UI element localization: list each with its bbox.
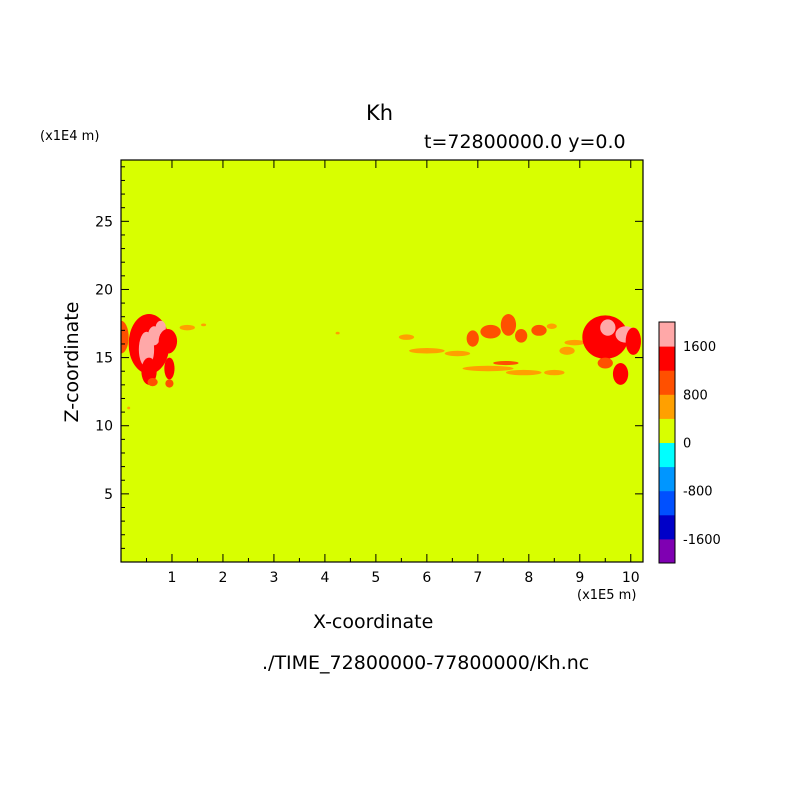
colorbar-swatch [659, 442, 675, 468]
colorbar-tick-label: -800 [683, 485, 713, 500]
anomaly-region [500, 313, 517, 336]
anomaly-region [480, 324, 501, 339]
anomaly-region [335, 331, 340, 335]
source-file-label: ./TIME_72800000-77800000/Kh.nc [262, 652, 590, 674]
anomaly-region [493, 361, 519, 366]
x-unit-label: (x1E5 m) [577, 588, 637, 603]
y-tick-label: 10 [95, 419, 113, 435]
anomaly-region [158, 328, 178, 354]
x-ticks: 1 2 3 4 5 6 7 8 9 10 [145, 160, 640, 586]
anomaly-region [515, 328, 528, 343]
x-tick-label: 9 [575, 570, 584, 586]
anomaly-region [466, 330, 479, 347]
anomaly-region [201, 323, 207, 327]
colorbar-swatch [659, 490, 675, 516]
y-tick-label: 20 [95, 282, 113, 298]
chart-subtitle: t=72800000.0 y=0.0 [424, 131, 626, 153]
anomaly-region [444, 350, 471, 357]
y-ticks: 5 10 15 20 25 [95, 166, 643, 549]
plot-background [121, 160, 643, 562]
anomaly-region [544, 369, 565, 376]
x-tick-label: 2 [218, 570, 227, 586]
y-axis-label: Z-coordinate [61, 301, 83, 423]
anomaly-region [127, 406, 131, 410]
colorbar-swatch [659, 418, 675, 443]
anomaly-region [564, 339, 585, 346]
anomaly-region [600, 319, 616, 336]
anomaly-region [164, 357, 175, 380]
colorbar-tick-label: 0 [683, 437, 691, 452]
colorbar-swatch [659, 322, 675, 347]
x-tick-label: 3 [269, 570, 278, 586]
anomaly-region [505, 369, 542, 376]
colorbar: -1600 -800 0 800 1600 [658, 321, 721, 564]
y-tick-label: 25 [95, 214, 113, 230]
anomaly-region [462, 365, 514, 372]
anomaly-layer [121, 313, 641, 410]
x-tick-label: 10 [622, 570, 640, 586]
colorbar-swatch [659, 538, 675, 564]
anomaly-region [409, 348, 445, 354]
anomaly-region [141, 357, 157, 385]
anomaly-region [121, 320, 129, 354]
x-tick-label: 6 [422, 570, 431, 586]
x-axis-label: X-coordinate [313, 611, 434, 633]
anomaly-region [597, 357, 613, 369]
anomaly-region [165, 379, 174, 388]
colorbar-frame [658, 321, 676, 564]
colorbar-tick-label: 800 [683, 388, 708, 403]
colorbar-swatch [659, 466, 675, 492]
anomaly-region [546, 323, 557, 329]
anomaly-region [559, 346, 575, 355]
anomaly-region [612, 363, 629, 385]
colorbar-swatch [659, 394, 675, 419]
y-tick-label: 5 [104, 487, 113, 503]
x-tick-label: 7 [473, 570, 482, 586]
x-tick-label: 8 [524, 570, 533, 586]
plot-frame [120, 159, 644, 563]
colorbar-tick-label: 1600 [683, 340, 716, 355]
anomaly-region [179, 324, 195, 331]
y-unit-label: (x1E4 m) [40, 129, 100, 144]
colorbar-swatch [659, 346, 675, 371]
colorbar-swatch [659, 514, 675, 540]
anomaly-region [147, 378, 158, 387]
x-tick-label: 5 [371, 570, 380, 586]
anomaly-region [398, 334, 415, 340]
chart-title: Kh [366, 101, 394, 125]
anomaly-region [625, 327, 641, 355]
y-tick-label: 15 [95, 351, 113, 367]
colorbar-tick-label: -1600 [683, 533, 721, 548]
anomaly-region [582, 315, 629, 359]
x-tick-label: 1 [168, 570, 177, 586]
anomaly-region [531, 324, 547, 336]
x-tick-label: 4 [320, 570, 329, 586]
colorbar-swatch [659, 370, 675, 395]
